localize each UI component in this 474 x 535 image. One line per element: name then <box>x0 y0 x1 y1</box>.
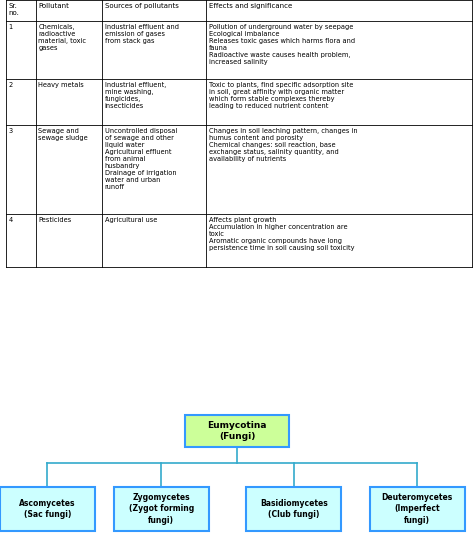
Text: Sewage and
sewage sludge: Sewage and sewage sludge <box>38 128 88 141</box>
FancyBboxPatch shape <box>185 415 289 447</box>
Text: Agricultural use: Agricultural use <box>105 217 157 223</box>
Text: Sr.
no.: Sr. no. <box>9 3 19 16</box>
Text: Eumycotina
(Fungi): Eumycotina (Fungi) <box>207 421 267 441</box>
Text: Ascomycetes
(Sac fungi): Ascomycetes (Sac fungi) <box>19 499 76 519</box>
Text: Pollutant: Pollutant <box>38 3 69 9</box>
Text: Affects plant growth
Accumulation in higher concentration are
toxic
Aromatic org: Affects plant growth Accumulation in hig… <box>209 217 355 251</box>
Text: Deuteromycetes
(Imperfect
fungi): Deuteromycetes (Imperfect fungi) <box>382 493 453 525</box>
Text: Basidiomycetes
(Club fungi): Basidiomycetes (Club fungi) <box>260 499 328 519</box>
FancyBboxPatch shape <box>0 487 95 531</box>
Text: Pollution of underground water by seepage
Ecological imbalance
Releases toxic ga: Pollution of underground water by seepag… <box>209 24 355 65</box>
FancyBboxPatch shape <box>370 487 465 531</box>
Text: Industrial effluent and
emission of gases
from stack gas: Industrial effluent and emission of gase… <box>105 24 179 44</box>
Text: Industrial effluent,
mine washing,
fungicides,
insecticides: Industrial effluent, mine washing, fungi… <box>105 82 166 109</box>
FancyBboxPatch shape <box>246 487 341 531</box>
Text: Chemicals,
radioactive
material, toxic
gases: Chemicals, radioactive material, toxic g… <box>38 24 86 51</box>
Text: Changes in soil leaching pattern, changes in
humus content and porosity
Chemical: Changes in soil leaching pattern, change… <box>209 128 358 162</box>
FancyBboxPatch shape <box>114 487 209 531</box>
Text: Toxic to plants, find specific adsorption site
in soil, great affinity with orga: Toxic to plants, find specific adsorptio… <box>209 82 354 109</box>
Text: Pesticides: Pesticides <box>38 217 72 223</box>
Text: 4: 4 <box>9 217 13 223</box>
Text: Heavy metals: Heavy metals <box>38 82 84 88</box>
Text: Effects and significance: Effects and significance <box>209 3 292 9</box>
Text: Uncontrolled disposal
of sewage and other
liquid water
Agricultural effluent
fro: Uncontrolled disposal of sewage and othe… <box>105 128 177 190</box>
Text: 3: 3 <box>9 128 13 134</box>
Text: 1: 1 <box>9 24 13 30</box>
Text: 2: 2 <box>9 82 13 88</box>
Text: Sources of pollutants: Sources of pollutants <box>105 3 179 9</box>
Text: Zygomycetes
(Zygot forming
fungi): Zygomycetes (Zygot forming fungi) <box>128 493 194 525</box>
